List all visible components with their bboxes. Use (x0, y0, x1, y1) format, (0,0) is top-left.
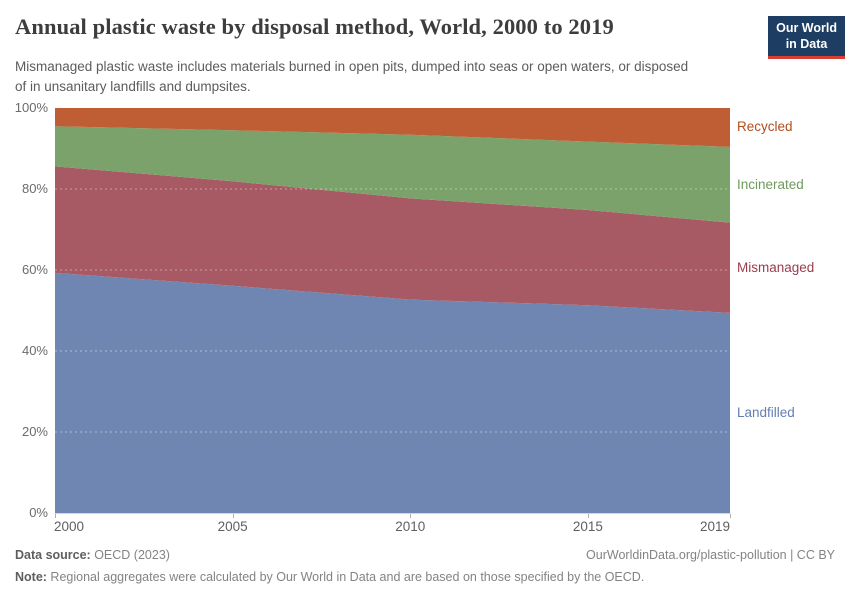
y-tick-label-100: 100% (14, 100, 48, 115)
y-tick-label-60: 60% (21, 262, 48, 277)
x-tick-label-2000: 2000 (54, 519, 85, 534)
legend-incinerated[interactable]: Incinerated (737, 176, 804, 192)
footer-citation-link[interactable]: OurWorldinData.org/plastic-pollution | C… (586, 548, 835, 562)
x-tick-label-2015: 2015 (572, 519, 603, 534)
x-tick-label-2005: 2005 (217, 519, 248, 534)
area-mismanaged[interactable] (55, 166, 730, 313)
x-tick-label-2019: 2019 (699, 519, 730, 534)
area-incinerated[interactable] (55, 126, 730, 223)
legend-mismanaged[interactable]: Mismanaged (737, 259, 815, 275)
page-title: Annual plastic waste by disposal method,… (15, 14, 614, 39)
owid-logo-line2: in Data (785, 36, 828, 51)
owid-logo-line1: Our World (776, 21, 837, 35)
data-source: Data source: OECD (2023) (15, 548, 170, 562)
y-tick-label-80: 80% (21, 181, 48, 196)
footer-note: Note: Regional aggregates were calculate… (15, 570, 644, 584)
owid-logo[interactable]: Our World in Data (768, 16, 845, 60)
legend-landfilled[interactable]: Landfilled (737, 404, 795, 420)
area-landfilled[interactable] (55, 272, 730, 513)
footer-note-label: Note: (15, 570, 47, 584)
x-tick-label-2010: 2010 (395, 519, 426, 534)
chart-subtitle: Mismanaged plastic waste includes materi… (15, 59, 689, 95)
y-tick-label-40: 40% (21, 343, 48, 358)
area-recycled[interactable] (55, 108, 730, 147)
y-tick-label-20: 20% (21, 424, 48, 439)
legend-recycled[interactable]: Recycled (737, 119, 793, 135)
data-source-label: Data source: (15, 548, 91, 562)
data-source-value: OECD (2023) (90, 548, 170, 562)
y-tick-label-0: 0% (29, 505, 48, 520)
footer-note-value: Regional aggregates were calculated by O… (46, 570, 645, 584)
